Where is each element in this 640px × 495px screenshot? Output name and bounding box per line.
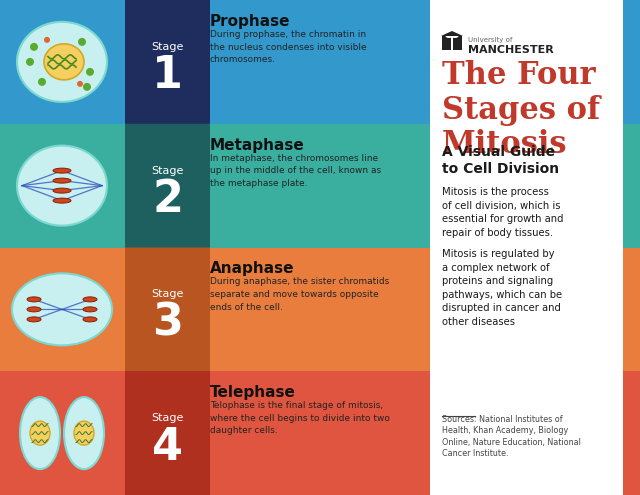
Ellipse shape xyxy=(30,421,50,445)
Ellipse shape xyxy=(53,178,71,183)
Text: 1: 1 xyxy=(152,54,183,98)
Bar xyxy=(451,36,453,50)
Ellipse shape xyxy=(83,297,97,302)
Ellipse shape xyxy=(74,421,94,445)
Text: 3: 3 xyxy=(152,302,183,345)
Ellipse shape xyxy=(451,34,458,38)
Ellipse shape xyxy=(17,22,107,102)
Text: University of: University of xyxy=(468,37,513,43)
Ellipse shape xyxy=(17,146,107,226)
Ellipse shape xyxy=(44,44,84,80)
Ellipse shape xyxy=(53,168,71,173)
Text: Stage: Stage xyxy=(151,166,184,176)
Bar xyxy=(0,248,430,371)
Ellipse shape xyxy=(445,34,452,38)
Text: Stage: Stage xyxy=(151,290,184,299)
Polygon shape xyxy=(125,248,210,389)
Circle shape xyxy=(38,78,46,86)
Text: Prophase: Prophase xyxy=(210,14,291,29)
Text: MANCHESTER: MANCHESTER xyxy=(468,45,554,55)
Ellipse shape xyxy=(53,188,71,193)
Text: 4: 4 xyxy=(152,426,183,469)
Text: 2: 2 xyxy=(152,178,183,221)
Text: Stage: Stage xyxy=(151,413,184,423)
Ellipse shape xyxy=(53,198,71,203)
Text: Telephase: Telephase xyxy=(210,385,296,400)
Text: During anaphase, the sister chromatids
separate and move towards opposite
ends o: During anaphase, the sister chromatids s… xyxy=(210,278,389,311)
Ellipse shape xyxy=(27,297,41,302)
Bar xyxy=(430,0,640,495)
Ellipse shape xyxy=(20,397,60,469)
Bar xyxy=(623,371,640,495)
Text: Mitosis is the process
of cell division, which is
essential for growth and
repai: Mitosis is the process of cell division,… xyxy=(442,187,563,238)
Bar xyxy=(442,36,452,50)
Ellipse shape xyxy=(83,317,97,322)
Bar xyxy=(0,371,430,495)
Text: Anaphase: Anaphase xyxy=(210,261,294,277)
Ellipse shape xyxy=(27,307,41,312)
Text: Sources: National Institutes of
Health, Khan Academy, Biology
Online, Nature Edu: Sources: National Institutes of Health, … xyxy=(442,415,581,458)
Polygon shape xyxy=(441,31,463,36)
Polygon shape xyxy=(125,124,210,265)
Polygon shape xyxy=(125,0,210,142)
Text: Telophase is the final stage of mitosis,
where the cell begins to divide into tw: Telophase is the final stage of mitosis,… xyxy=(210,401,390,435)
Circle shape xyxy=(44,37,50,43)
Text: A Visual Guide
to Cell Division: A Visual Guide to Cell Division xyxy=(442,145,559,176)
Circle shape xyxy=(26,58,34,66)
Bar xyxy=(452,36,462,50)
Text: Metaphase: Metaphase xyxy=(210,138,305,153)
Bar xyxy=(0,124,430,248)
Ellipse shape xyxy=(27,317,41,322)
Bar xyxy=(0,0,430,124)
Bar xyxy=(623,248,640,371)
Circle shape xyxy=(83,83,91,91)
Text: During prophase, the chromatin in
the nucleus condenses into visible
chromosomes: During prophase, the chromatin in the nu… xyxy=(210,30,367,64)
Text: Mitosis is regulated by
a complex network of
proteins and signaling
pathways, wh: Mitosis is regulated by a complex networ… xyxy=(442,249,562,327)
Circle shape xyxy=(77,81,83,87)
Text: In metaphase, the chromosomes line
up in the middle of the cell, known as
the me: In metaphase, the chromosomes line up in… xyxy=(210,154,381,188)
Circle shape xyxy=(78,38,86,46)
Bar xyxy=(623,0,640,124)
Text: Stage: Stage xyxy=(151,42,184,52)
Ellipse shape xyxy=(83,307,97,312)
Bar xyxy=(623,124,640,248)
Circle shape xyxy=(86,68,94,76)
Polygon shape xyxy=(125,371,210,495)
Ellipse shape xyxy=(12,273,112,346)
Circle shape xyxy=(30,43,38,51)
Ellipse shape xyxy=(64,397,104,469)
Text: The Four
Stages of
Mitosis: The Four Stages of Mitosis xyxy=(442,60,600,160)
